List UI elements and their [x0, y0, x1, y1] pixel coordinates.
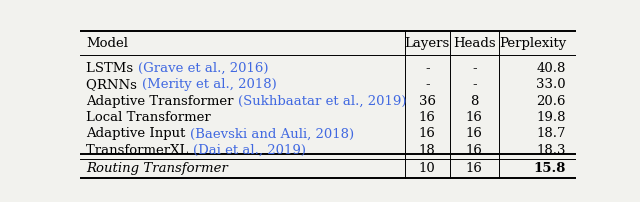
- Text: 16: 16: [466, 111, 483, 124]
- Text: 10: 10: [419, 162, 436, 175]
- Text: 8: 8: [470, 95, 479, 108]
- Text: Perplexity: Perplexity: [499, 37, 566, 50]
- Text: (Merity et al., 2018): (Merity et al., 2018): [141, 78, 276, 91]
- Text: TransformerXL: TransformerXL: [86, 144, 193, 157]
- Text: (Grave et al., 2016): (Grave et al., 2016): [138, 62, 268, 75]
- Text: (Baevski and Auli, 2018): (Baevski and Auli, 2018): [190, 127, 354, 140]
- Text: -: -: [472, 62, 477, 75]
- Text: 15.8: 15.8: [534, 162, 566, 175]
- Text: Local Transformer: Local Transformer: [86, 111, 211, 124]
- Text: Adaptive Input: Adaptive Input: [86, 127, 190, 140]
- Text: LSTMs: LSTMs: [86, 62, 138, 75]
- Text: 16: 16: [466, 162, 483, 175]
- Text: Layers: Layers: [404, 37, 450, 50]
- Text: Model: Model: [86, 37, 129, 50]
- Text: 16: 16: [419, 111, 436, 124]
- Text: (Dai et al., 2019): (Dai et al., 2019): [193, 144, 306, 157]
- Text: -: -: [425, 78, 429, 91]
- Text: 18.7: 18.7: [536, 127, 566, 140]
- Text: Routing Transformer: Routing Transformer: [86, 162, 228, 175]
- Text: 16: 16: [466, 144, 483, 157]
- Text: 20.6: 20.6: [536, 95, 566, 108]
- Text: 18.3: 18.3: [536, 144, 566, 157]
- Text: Adaptive Transformer: Adaptive Transformer: [86, 95, 238, 108]
- Text: Heads: Heads: [453, 37, 495, 50]
- Text: 40.8: 40.8: [537, 62, 566, 75]
- Text: QRNNs: QRNNs: [86, 78, 141, 91]
- Text: 18: 18: [419, 144, 436, 157]
- Text: 16: 16: [466, 127, 483, 140]
- Text: 33.0: 33.0: [536, 78, 566, 91]
- Text: -: -: [425, 62, 429, 75]
- Text: -: -: [472, 78, 477, 91]
- Text: (Sukhbaatar et al., 2019): (Sukhbaatar et al., 2019): [238, 95, 406, 108]
- Text: 16: 16: [419, 127, 436, 140]
- Text: 36: 36: [419, 95, 436, 108]
- Text: 19.8: 19.8: [536, 111, 566, 124]
